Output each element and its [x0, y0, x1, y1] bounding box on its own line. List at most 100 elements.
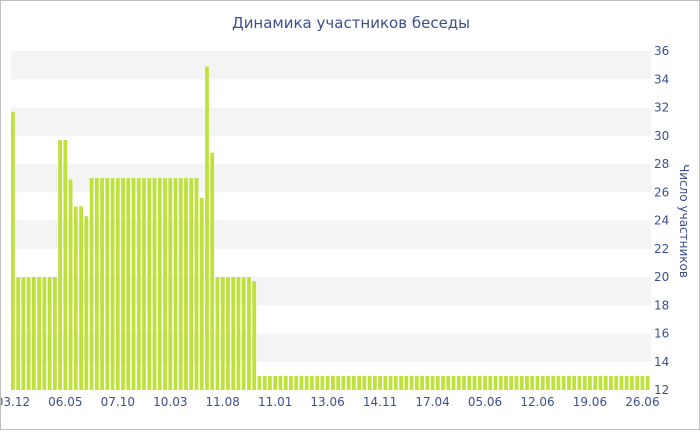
- bar[interactable]: [47, 277, 52, 390]
- bar[interactable]: [173, 178, 178, 391]
- bar[interactable]: [467, 375, 472, 391]
- bar[interactable]: [58, 139, 62, 390]
- bar[interactable]: [163, 178, 167, 391]
- bar[interactable]: [126, 178, 131, 391]
- bar[interactable]: [336, 375, 341, 391]
- bar[interactable]: [168, 178, 173, 391]
- bar[interactable]: [294, 375, 299, 391]
- bar[interactable]: [100, 178, 104, 391]
- bar[interactable]: [289, 375, 293, 391]
- bar[interactable]: [630, 375, 634, 391]
- bar[interactable]: [147, 178, 152, 391]
- bar[interactable]: [131, 178, 136, 391]
- bar[interactable]: [278, 375, 283, 391]
- bar[interactable]: [530, 375, 535, 391]
- bar[interactable]: [142, 178, 146, 391]
- bar[interactable]: [68, 179, 73, 390]
- bar[interactable]: [189, 178, 194, 391]
- bar[interactable]: [603, 375, 608, 391]
- bar[interactable]: [268, 375, 272, 391]
- bar[interactable]: [231, 277, 236, 390]
- bar[interactable]: [393, 375, 398, 391]
- bar[interactable]: [331, 375, 335, 391]
- bar[interactable]: [441, 375, 445, 391]
- bar[interactable]: [399, 375, 403, 391]
- bar[interactable]: [504, 375, 508, 391]
- bar[interactable]: [420, 375, 424, 391]
- bar[interactable]: [614, 375, 619, 391]
- bar[interactable]: [404, 375, 409, 391]
- bar[interactable]: [509, 375, 514, 391]
- bar[interactable]: [635, 375, 640, 391]
- bar[interactable]: [456, 375, 461, 391]
- bar[interactable]: [540, 375, 545, 391]
- bar[interactable]: [414, 375, 419, 391]
- bar[interactable]: [220, 277, 225, 390]
- bar[interactable]: [624, 375, 629, 391]
- bar[interactable]: [11, 111, 15, 391]
- bar[interactable]: [89, 178, 94, 391]
- bar[interactable]: [152, 178, 157, 391]
- bar[interactable]: [351, 375, 356, 391]
- bar[interactable]: [304, 375, 309, 391]
- bar[interactable]: [514, 375, 519, 391]
- bar[interactable]: [645, 375, 650, 391]
- bar[interactable]: [535, 375, 540, 391]
- bar[interactable]: [236, 277, 241, 390]
- bar[interactable]: [94, 178, 99, 391]
- bar[interactable]: [357, 375, 362, 391]
- bar[interactable]: [582, 375, 587, 391]
- bar[interactable]: [572, 375, 577, 391]
- bar[interactable]: [577, 375, 582, 391]
- bar[interactable]: [498, 375, 503, 391]
- bar[interactable]: [551, 375, 556, 391]
- bar[interactable]: [299, 375, 304, 391]
- bar[interactable]: [310, 375, 314, 391]
- bar[interactable]: [325, 375, 330, 391]
- bar[interactable]: [52, 277, 57, 390]
- bar[interactable]: [609, 375, 613, 391]
- bar[interactable]: [37, 277, 42, 390]
- bar[interactable]: [519, 375, 524, 391]
- bar[interactable]: [378, 375, 382, 391]
- bar[interactable]: [283, 375, 288, 391]
- bar[interactable]: [435, 375, 440, 391]
- bar[interactable]: [451, 375, 456, 391]
- bar[interactable]: [79, 206, 83, 391]
- bar[interactable]: [136, 178, 141, 391]
- bar[interactable]: [588, 375, 592, 391]
- bar[interactable]: [372, 375, 377, 391]
- bar[interactable]: [262, 375, 267, 391]
- bar[interactable]: [73, 206, 78, 391]
- bar[interactable]: [210, 152, 215, 390]
- bar[interactable]: [84, 216, 89, 390]
- bar[interactable]: [273, 375, 278, 391]
- bar[interactable]: [341, 375, 346, 391]
- bar[interactable]: [121, 178, 125, 391]
- bar[interactable]: [556, 375, 561, 391]
- bar[interactable]: [493, 375, 498, 391]
- bar[interactable]: [315, 375, 320, 391]
- bar[interactable]: [383, 375, 388, 391]
- bar[interactable]: [346, 375, 351, 391]
- bar[interactable]: [598, 375, 603, 391]
- bar[interactable]: [425, 375, 430, 391]
- bar[interactable]: [31, 277, 36, 390]
- bar[interactable]: [21, 277, 26, 390]
- bar[interactable]: [593, 375, 598, 391]
- bar[interactable]: [194, 178, 199, 391]
- bar[interactable]: [226, 277, 230, 390]
- bar[interactable]: [561, 375, 566, 391]
- bar[interactable]: [157, 178, 162, 391]
- bar[interactable]: [247, 277, 251, 390]
- bar[interactable]: [184, 178, 188, 391]
- bar[interactable]: [462, 375, 466, 391]
- bar[interactable]: [215, 277, 220, 390]
- bar[interactable]: [483, 375, 487, 391]
- bar[interactable]: [488, 375, 493, 391]
- bar[interactable]: [430, 375, 435, 391]
- bar[interactable]: [26, 277, 31, 390]
- bar[interactable]: [367, 375, 372, 391]
- bar[interactable]: [205, 66, 209, 390]
- bar[interactable]: [199, 197, 204, 390]
